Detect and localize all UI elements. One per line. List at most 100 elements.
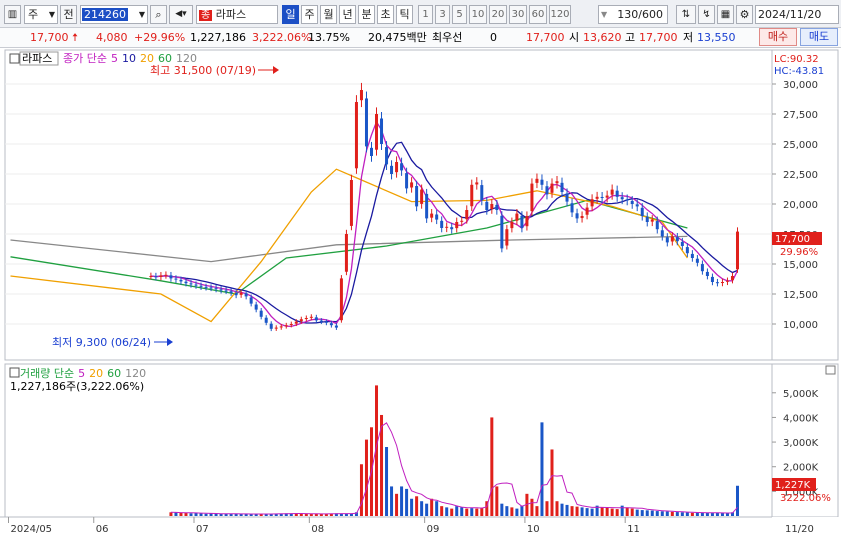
prev-button[interactable]: 전 bbox=[60, 5, 77, 24]
candle-body bbox=[189, 283, 193, 285]
volume-bar bbox=[675, 512, 679, 516]
period-tab[interactable]: 분 bbox=[358, 5, 375, 24]
volume-current-label: 1,227K bbox=[775, 480, 811, 491]
range-select[interactable]: ▼ 130/600 bbox=[598, 5, 668, 24]
code-input[interactable]: 214260 ▼ bbox=[80, 5, 148, 24]
volume-bar bbox=[490, 417, 494, 516]
candle-body bbox=[690, 253, 694, 258]
period-tab[interactable]: 년 bbox=[339, 5, 356, 24]
volume-bar bbox=[199, 513, 203, 516]
open-price: 13,620 bbox=[583, 31, 622, 44]
candle-body bbox=[224, 290, 228, 292]
candle-body bbox=[475, 182, 479, 185]
panel-menu-icon[interactable] bbox=[9, 53, 20, 64]
volume-bar bbox=[390, 486, 394, 516]
volume-percent: 3,222.06% bbox=[252, 31, 312, 44]
candle-body bbox=[179, 279, 183, 282]
volume-bar bbox=[359, 464, 363, 516]
stock-chart[interactable]: 10,00012,50015,00017,50020,00022,50025,0… bbox=[0, 48, 841, 541]
volume-bar bbox=[354, 512, 358, 516]
volume-legend: 거래량 단순 5 20 60 120 bbox=[20, 367, 146, 380]
volume-bar bbox=[435, 501, 439, 516]
interval-button[interactable]: 3 bbox=[435, 5, 450, 24]
candle-body bbox=[244, 293, 248, 297]
chart-canvas[interactable]: 10,00012,50015,00017,50020,00022,50025,0… bbox=[0, 48, 841, 541]
candle-body bbox=[460, 220, 464, 222]
draw-icon[interactable]: ↯ bbox=[698, 5, 715, 24]
quote-bar: 17,700 🠅 4,080 +29.96% 1,227,186 3,222.0… bbox=[0, 28, 841, 48]
volume-bar bbox=[610, 508, 614, 516]
volume-bar bbox=[234, 513, 238, 516]
interval-button[interactable]: 30 bbox=[509, 5, 527, 24]
buy-button[interactable]: 매수 bbox=[759, 28, 797, 46]
volume-bar bbox=[520, 505, 524, 516]
volume-legend-item: 거래량 단순 bbox=[20, 367, 74, 380]
market-select[interactable]: 주 ▼ bbox=[24, 5, 58, 24]
period-tab[interactable]: 주 bbox=[301, 5, 318, 24]
current-price-pct: 29.96% bbox=[780, 247, 818, 258]
interval-button[interactable]: 60 bbox=[529, 5, 547, 24]
interval-button[interactable]: 1 bbox=[418, 5, 433, 24]
ma5-line bbox=[150, 120, 739, 328]
candle-body bbox=[490, 204, 494, 210]
low-price: 13,550 bbox=[697, 31, 736, 44]
candle-body bbox=[595, 196, 599, 199]
volume-bar bbox=[194, 513, 198, 516]
candle-body bbox=[465, 210, 469, 220]
price-legend-item: 120 bbox=[176, 52, 197, 65]
sell-button[interactable]: 매도 bbox=[800, 28, 838, 46]
date-field[interactable]: 2024/11/20 bbox=[755, 5, 839, 24]
candle-body bbox=[359, 90, 363, 101]
volume-bar bbox=[535, 506, 539, 516]
time-tick-label: 06 bbox=[96, 524, 109, 535]
candle-body bbox=[485, 201, 489, 210]
period-tab[interactable]: 초 bbox=[377, 5, 394, 24]
stock-name-field[interactable]: 종 라파스 bbox=[196, 5, 278, 24]
price-panel-bg bbox=[4, 49, 773, 361]
search-icon[interactable]: ⌕ bbox=[150, 5, 167, 24]
candle-body bbox=[695, 258, 699, 263]
candle-body bbox=[390, 165, 394, 174]
grid-icon[interactable]: ▦ bbox=[717, 5, 734, 24]
period-tab[interactable]: 월 bbox=[320, 5, 337, 24]
volume-bar bbox=[344, 513, 348, 516]
volume-bar bbox=[455, 506, 459, 516]
speaker-icon[interactable]: ◀▾ bbox=[169, 5, 193, 24]
volume-bar bbox=[274, 513, 278, 516]
volume-bar bbox=[299, 513, 303, 516]
volume-bars bbox=[169, 385, 739, 516]
volume-tick-label: 1,000K bbox=[783, 487, 819, 498]
volume-bar bbox=[570, 506, 574, 516]
period-tab[interactable]: 일 bbox=[282, 5, 299, 24]
volume-bar bbox=[385, 447, 389, 516]
candle-body bbox=[715, 282, 719, 284]
volume-value-label: 1,227,186주(3,222.06%) bbox=[10, 380, 144, 393]
volume-bar bbox=[565, 504, 569, 516]
layout-icon[interactable]: ▥ bbox=[4, 5, 21, 24]
price-tick-label: 22,500 bbox=[783, 170, 818, 181]
gear-icon[interactable]: ⚙ bbox=[736, 5, 753, 24]
interval-button[interactable]: 5 bbox=[452, 5, 467, 24]
interval-button[interactable]: 120 bbox=[549, 5, 571, 24]
price-tick-label: 10,000 bbox=[783, 320, 818, 331]
candle-body bbox=[455, 222, 459, 229]
volume-bar bbox=[725, 513, 729, 516]
candle-body bbox=[314, 317, 318, 321]
volume-bar bbox=[595, 505, 599, 516]
chart-tools-icon[interactable]: ⇅ bbox=[676, 5, 696, 24]
volume-bar bbox=[475, 508, 479, 516]
candle-body bbox=[344, 234, 348, 272]
volume-value: 1,227,186 bbox=[190, 31, 246, 44]
candle-body bbox=[570, 203, 574, 213]
panel-resize-icon[interactable] bbox=[825, 365, 836, 375]
period-tab[interactable]: 틱 bbox=[396, 5, 413, 24]
candle-body bbox=[450, 227, 454, 230]
interval-button[interactable]: 10 bbox=[469, 5, 487, 24]
candle-body bbox=[274, 327, 278, 329]
price-tick-label: 20,000 bbox=[783, 200, 818, 211]
interval-button[interactable]: 20 bbox=[489, 5, 507, 24]
volume-panel-menu-icon[interactable] bbox=[9, 367, 20, 378]
amount-value: 20,475백만 bbox=[368, 31, 427, 44]
volume-tick-label: 2,000K bbox=[783, 463, 819, 474]
candle-body bbox=[349, 180, 353, 226]
